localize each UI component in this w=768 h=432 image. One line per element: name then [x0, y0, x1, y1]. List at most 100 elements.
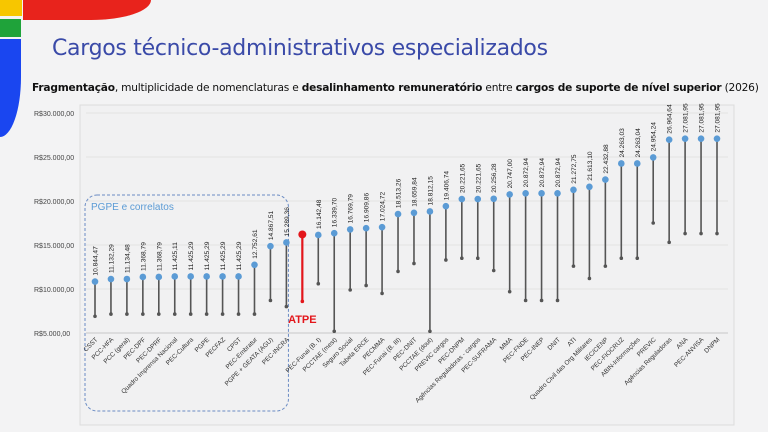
- max-point: [219, 273, 226, 280]
- data-label: 27.081,95: [699, 103, 706, 133]
- min-marker: [300, 299, 305, 304]
- min-marker: [172, 312, 177, 316]
- max-point: [474, 195, 482, 203]
- max-point: [538, 190, 545, 197]
- decor-green-block: [0, 19, 21, 37]
- subtitle-part: , multiplicidade de nomenclaturas e: [114, 82, 302, 94]
- data-label: 11.425,29: [204, 241, 211, 270]
- max-point: [187, 273, 194, 280]
- data-label: 21.613,10: [587, 151, 594, 181]
- max-point: [410, 209, 418, 217]
- data-label: 10.844,47: [93, 246, 100, 276]
- min-marker: [316, 281, 321, 286]
- max-point: [618, 160, 625, 167]
- max-point: [506, 191, 513, 198]
- min-marker: [220, 312, 225, 316]
- max-point: [298, 230, 307, 239]
- max-point: [155, 273, 163, 281]
- min-marker: [396, 269, 400, 274]
- data-label: 17.024,72: [380, 192, 387, 222]
- data-label: 11.368,79: [140, 242, 147, 271]
- data-label: 11.425,29: [220, 241, 227, 270]
- y-tick-label: R$5.000,00: [34, 331, 70, 338]
- min-marker: [460, 256, 464, 261]
- data-label: 11.425,11: [172, 242, 179, 271]
- max-point: [330, 229, 338, 237]
- min-marker: [603, 264, 608, 268]
- data-label: 19.406,74: [443, 171, 450, 201]
- min-marker: [236, 312, 241, 316]
- max-point: [649, 154, 657, 161]
- min-marker: [619, 256, 624, 261]
- max-point: [426, 208, 434, 215]
- min-marker: [125, 312, 129, 316]
- data-label: 14.867,51: [268, 210, 275, 240]
- decor-blue-shape: [0, 39, 21, 137]
- max-point: [362, 224, 370, 232]
- max-point: [139, 273, 147, 281]
- data-label: 26.964,64: [667, 104, 674, 134]
- max-point: [665, 136, 673, 144]
- data-label: 22.432,88: [603, 144, 610, 174]
- max-point: [107, 275, 115, 283]
- data-label: 20.221,65: [475, 163, 482, 193]
- max-point: [123, 275, 131, 283]
- max-point: [394, 210, 402, 218]
- min-marker: [156, 312, 161, 316]
- max-point: [171, 273, 179, 280]
- min-marker: [412, 261, 416, 266]
- min-marker: [683, 231, 687, 236]
- max-point: [458, 195, 466, 203]
- min-marker: [475, 256, 480, 261]
- min-marker: [715, 231, 719, 236]
- data-label: 11.425,29: [188, 241, 195, 270]
- min-marker: [188, 312, 193, 316]
- decor-yellow-block: [0, 0, 22, 16]
- min-marker: [364, 283, 368, 288]
- max-point: [235, 273, 242, 280]
- max-point: [203, 273, 210, 280]
- min-marker: [491, 268, 496, 273]
- min-marker: [252, 312, 257, 316]
- subtitle-part: desalinhamento remuneratório: [301, 82, 483, 94]
- min-marker: [555, 298, 560, 303]
- slide-title: Cargos técnico-administrativos especiali…: [52, 36, 548, 61]
- min-marker: [444, 258, 448, 262]
- data-label: 20.872,94: [555, 158, 562, 188]
- max-point: [697, 135, 705, 142]
- data-label: 27.081,95: [683, 103, 690, 133]
- min-marker: [141, 312, 145, 316]
- min-marker: [204, 312, 209, 316]
- min-marker: [587, 276, 592, 281]
- max-point: [283, 239, 290, 246]
- min-marker: [93, 314, 97, 319]
- data-label: 18.513,26: [396, 178, 403, 208]
- data-label: 20.221,65: [459, 163, 466, 193]
- min-marker: [507, 289, 512, 294]
- data-label: 20.872,94: [539, 158, 546, 188]
- subtitle-part: cargos de suporte de nível superior: [515, 82, 722, 94]
- subtitle-part: Fragmentação: [32, 82, 115, 94]
- data-label: 24.263,04: [635, 128, 642, 158]
- min-marker: [539, 298, 544, 303]
- y-tick-label: R$30.000,00: [34, 111, 74, 118]
- data-label: 11.368,79: [156, 242, 163, 271]
- min-marker: [667, 240, 671, 245]
- data-label: 15.289,36: [284, 207, 291, 237]
- min-marker: [284, 304, 289, 309]
- max-point: [633, 160, 641, 167]
- data-label: 27.081,95: [715, 103, 722, 133]
- subtitle-part: (2026): [721, 82, 759, 94]
- min-marker: [699, 231, 703, 236]
- y-tick-label: R$10.000,00: [34, 287, 74, 294]
- data-label: 24.954,24: [651, 122, 658, 152]
- max-point: [586, 183, 593, 191]
- data-label: 16.339,70: [332, 198, 339, 228]
- max-point: [251, 261, 258, 269]
- max-point: [522, 190, 529, 197]
- data-label: 18.812,15: [427, 176, 434, 206]
- data-label: 20.747,00: [507, 159, 514, 189]
- min-marker: [380, 291, 384, 296]
- data-label: 20.256,28: [491, 163, 498, 193]
- max-point: [554, 190, 561, 197]
